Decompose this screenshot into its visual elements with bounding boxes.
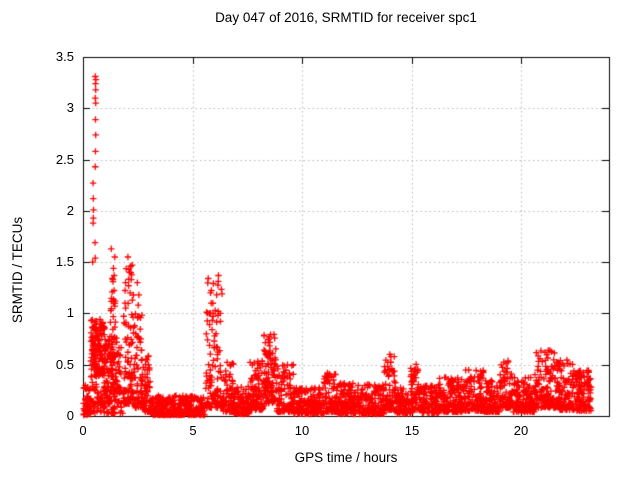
y-tick-label: 0 [66,408,74,423]
y-tick-label: 2.5 [55,152,74,167]
y-tick-label: 0.5 [55,357,74,372]
x-tick-label: 10 [294,423,310,438]
x-tick-label: 15 [404,423,420,438]
x-tick-label: 0 [79,423,87,438]
y-tick-label: 1.5 [55,254,74,269]
y-tick-label: 1 [66,305,74,320]
x-tick-label: 20 [513,423,529,438]
y-tick-label: 3 [66,100,74,115]
y-tick-label: 3.5 [55,49,74,64]
y-tick-label: 2 [66,203,74,218]
x-axis-title: GPS time / hours [294,450,398,465]
chart-title: Day 047 of 2016, SRMTID for receiver spc… [215,10,477,25]
x-tick-label: 5 [189,423,197,438]
